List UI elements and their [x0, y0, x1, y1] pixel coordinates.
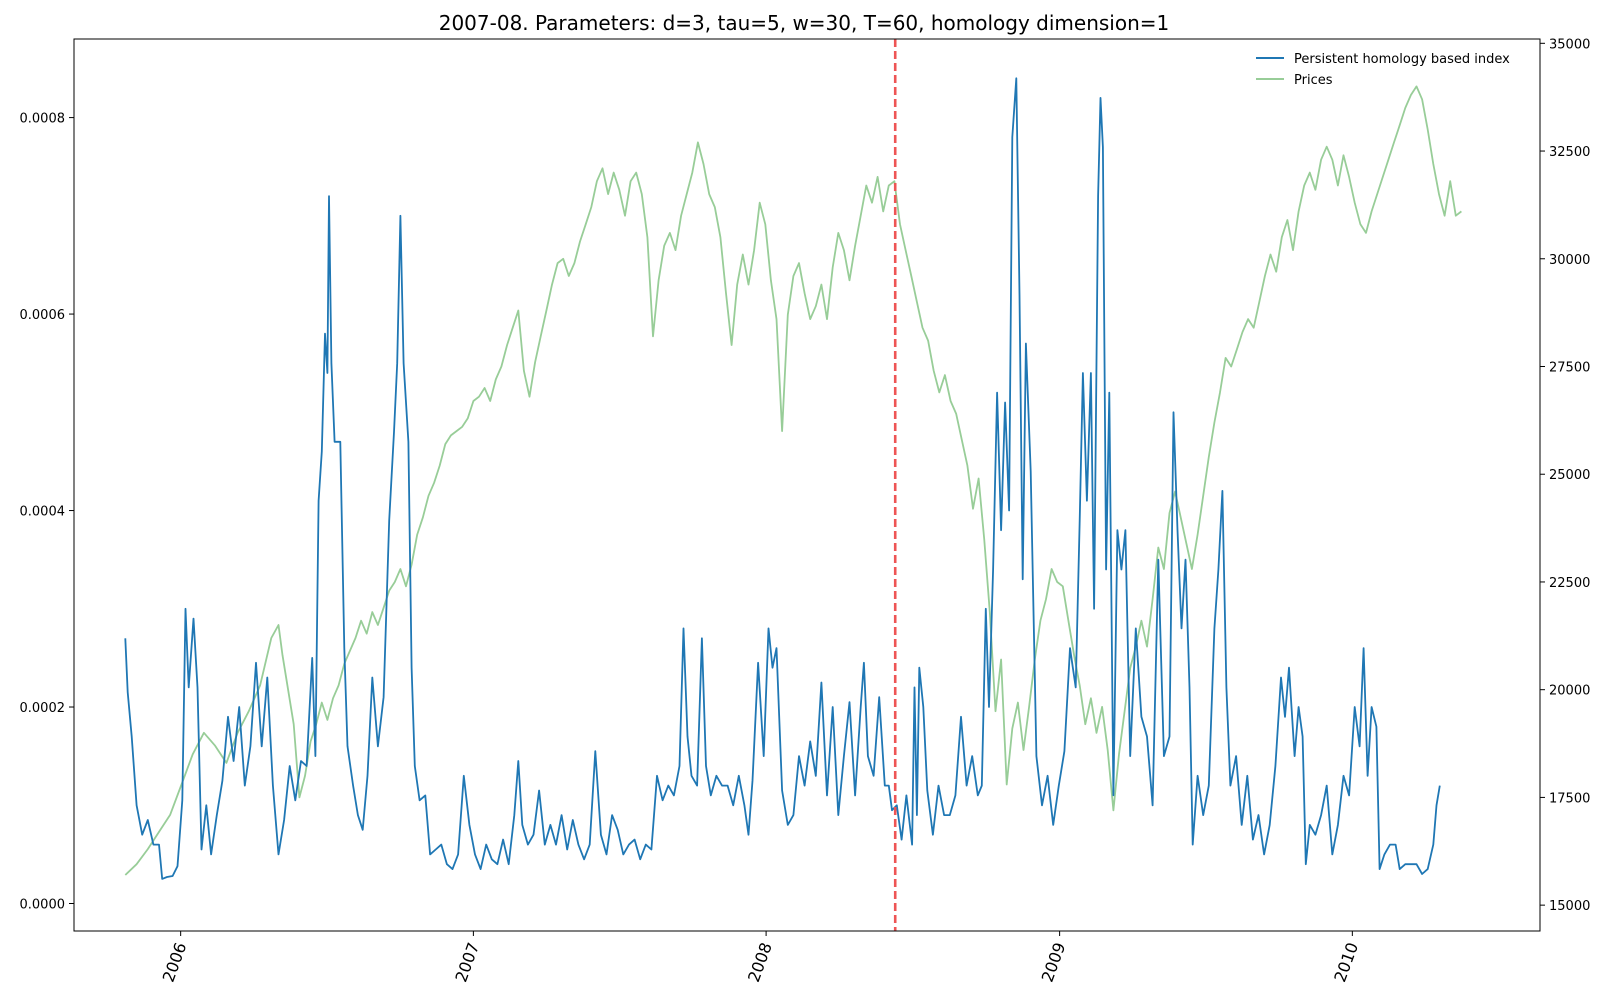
right-tick-label: 22500 — [1549, 576, 1590, 591]
right-tick-label: 32500 — [1549, 145, 1590, 160]
right-tick-label: 27500 — [1549, 360, 1590, 375]
right-tick-label: 17500 — [1549, 791, 1590, 806]
left-tick-label: 0.0008 — [20, 112, 66, 127]
chart-title: 2007-08. Parameters: d=3, tau=5, w=30, T… — [439, 11, 1170, 35]
legend: Persistent homology based index Prices — [1256, 52, 1510, 88]
legend-label-prices: Prices — [1294, 73, 1333, 88]
right-tick-label: 25000 — [1549, 468, 1590, 483]
left-tick-label: 0.0006 — [20, 308, 66, 323]
left-tick-label: 0.0002 — [20, 701, 66, 716]
series-line-index — [124, 77, 1441, 880]
plot-frame — [73, 38, 1541, 932]
left-axis: 0.0000 0.0002 0.0004 0.0006 0.0008 — [20, 112, 74, 912]
legend-label-index: Persistent homology based index — [1294, 52, 1510, 67]
series-line-prices — [124, 85, 1462, 876]
series-layer — [124, 77, 1462, 880]
right-tick-label: 30000 — [1549, 253, 1590, 268]
left-tick-label: 0.0004 — [20, 505, 66, 520]
right-tick-label: 35000 — [1549, 37, 1590, 52]
right-tick-label: 20000 — [1549, 684, 1590, 699]
right-tick-label: 15000 — [1549, 899, 1590, 914]
right-axis: 15000 17500 20000 22500 25000 27500 30000 32500… — [1540, 37, 1590, 914]
left-tick-label: 0.0000 — [20, 897, 66, 912]
